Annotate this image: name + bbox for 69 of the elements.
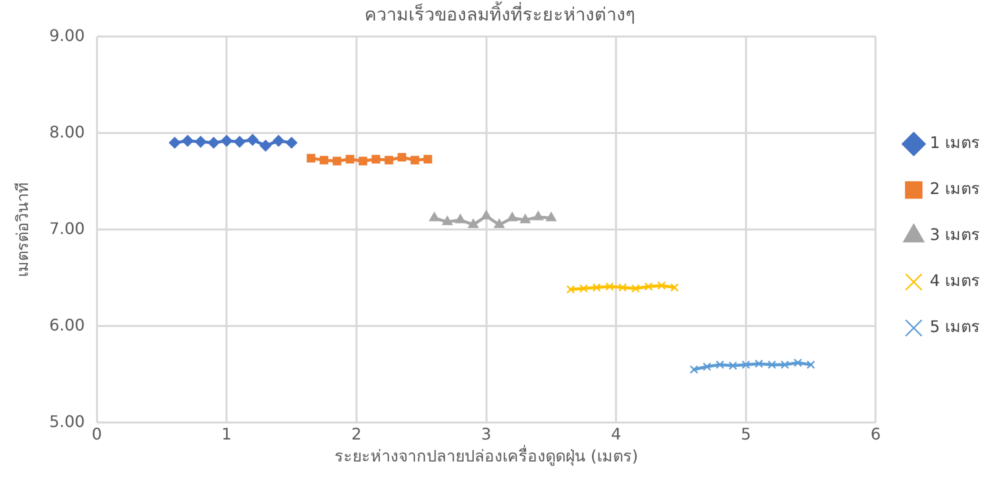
point bbox=[716, 360, 724, 369]
point bbox=[372, 154, 380, 164]
point bbox=[358, 156, 368, 166]
point bbox=[246, 134, 258, 146]
point bbox=[670, 283, 679, 292]
x-tick-label: 1 bbox=[222, 424, 232, 444]
point bbox=[320, 156, 328, 164]
point bbox=[780, 360, 790, 369]
point bbox=[455, 214, 466, 224]
point bbox=[234, 136, 246, 148]
point bbox=[592, 283, 601, 292]
legend-label: 3 เมตร bbox=[930, 225, 980, 244]
point bbox=[657, 281, 666, 290]
point bbox=[481, 210, 492, 220]
x-tick-label: 0 bbox=[92, 424, 102, 444]
point bbox=[644, 282, 653, 291]
point bbox=[332, 156, 342, 166]
y-tick-label: 5.00 bbox=[49, 412, 85, 431]
legend-label: 2 เมตร bbox=[930, 179, 980, 198]
point bbox=[806, 360, 816, 369]
point bbox=[384, 156, 394, 164]
point bbox=[728, 361, 738, 370]
x-tick-label: 6 bbox=[870, 424, 881, 444]
point bbox=[182, 135, 194, 147]
y-tick-label: 9.00 bbox=[49, 26, 85, 45]
x-tick-label: 5 bbox=[740, 424, 752, 444]
point bbox=[618, 283, 627, 292]
point bbox=[260, 140, 272, 152]
point bbox=[194, 136, 206, 148]
point bbox=[566, 285, 575, 294]
point bbox=[220, 135, 232, 147]
point bbox=[742, 360, 750, 369]
point bbox=[768, 360, 776, 369]
point bbox=[631, 284, 640, 293]
point bbox=[398, 152, 406, 162]
point bbox=[429, 212, 440, 222]
point bbox=[494, 219, 504, 228]
point bbox=[690, 365, 698, 374]
chart-title: ความเร็วของลมทิ้งที่ระยะห่างต่างๆ bbox=[364, 1, 636, 26]
point bbox=[794, 358, 802, 368]
point bbox=[442, 216, 452, 226]
legend-label: 4 เมตร bbox=[930, 271, 980, 290]
point bbox=[410, 156, 420, 164]
x-axis-title: ระยะห่างจากปลายปล่องเครื่องดูดฝุ่น (เมตร) bbox=[334, 444, 638, 467]
y-tick-label: 8.00 bbox=[49, 122, 85, 142]
point bbox=[533, 211, 544, 220]
x-tick-label: 4 bbox=[611, 424, 622, 444]
point bbox=[168, 137, 180, 148]
point bbox=[424, 154, 432, 164]
point bbox=[605, 282, 614, 291]
y-tick-label: 7.00 bbox=[49, 218, 85, 238]
point bbox=[507, 212, 518, 222]
point bbox=[208, 137, 220, 148]
y-axis-title: เมตรต่อวินาที bbox=[12, 182, 32, 278]
point bbox=[520, 214, 530, 224]
legend-label: 5 เมตร bbox=[930, 317, 980, 336]
point bbox=[306, 154, 316, 162]
point bbox=[272, 135, 284, 147]
point bbox=[286, 137, 298, 148]
x-tick-label: 2 bbox=[351, 424, 362, 444]
point bbox=[754, 359, 764, 368]
y-tick-label: 6.00 bbox=[49, 315, 85, 334]
x-tick-label: 3 bbox=[481, 424, 492, 444]
point bbox=[346, 154, 354, 164]
legend-label: 1 เมตร bbox=[930, 133, 980, 152]
point bbox=[546, 212, 556, 222]
point bbox=[468, 219, 478, 228]
point bbox=[579, 284, 588, 293]
point bbox=[702, 362, 712, 371]
